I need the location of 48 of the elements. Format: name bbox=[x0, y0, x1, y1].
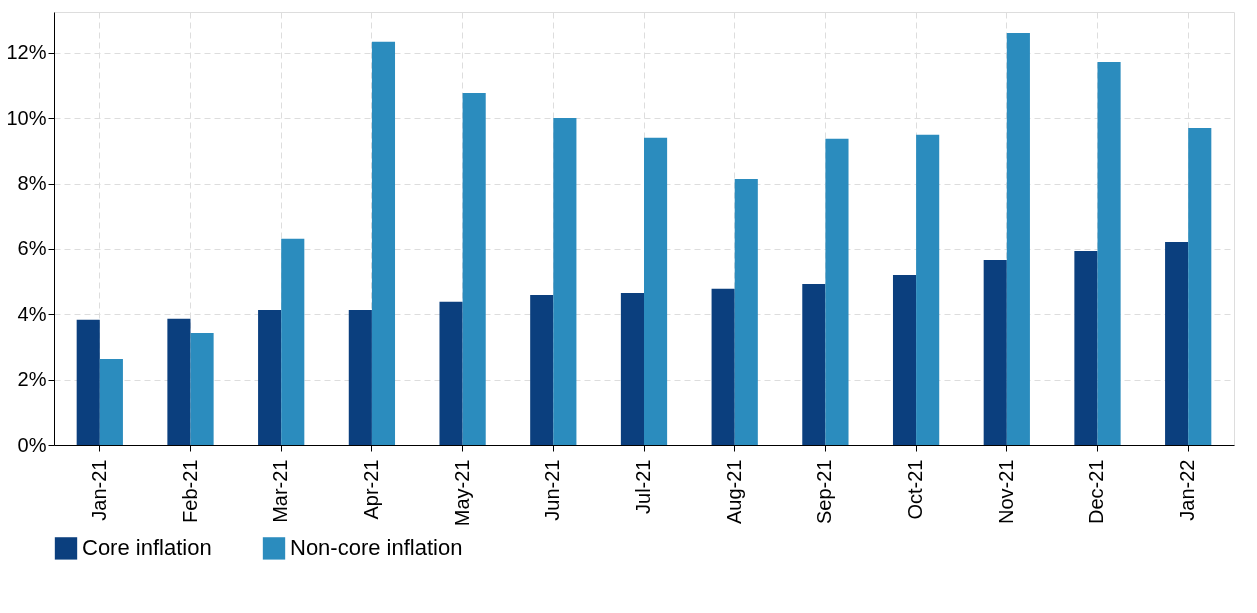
x-tick-label: Apr-21 bbox=[359, 459, 382, 520]
y-tick-label: 10% bbox=[6, 106, 47, 129]
x-tick-label: Feb-21 bbox=[178, 459, 201, 523]
bar bbox=[644, 137, 668, 445]
x-tick-label: Jul-21 bbox=[632, 459, 654, 514]
bar bbox=[620, 293, 644, 445]
bar bbox=[1006, 32, 1030, 445]
bar bbox=[348, 310, 372, 445]
bar bbox=[439, 301, 463, 445]
legend-label: Core inflation bbox=[82, 535, 212, 561]
bar bbox=[258, 310, 282, 445]
y-tick-label: 12% bbox=[6, 41, 47, 64]
y-tick-label: 4% bbox=[17, 302, 47, 325]
bar bbox=[553, 117, 577, 445]
x-tick-label: Jun-21 bbox=[541, 459, 564, 521]
bar bbox=[734, 178, 758, 445]
bar bbox=[76, 319, 100, 445]
y-tick-label: 2% bbox=[17, 368, 47, 391]
bar bbox=[892, 275, 917, 445]
bar bbox=[802, 283, 826, 445]
bar bbox=[711, 288, 735, 445]
bar bbox=[371, 41, 396, 445]
y-tick-label: 0% bbox=[17, 433, 47, 456]
bar bbox=[983, 260, 1007, 445]
bar bbox=[1074, 250, 1098, 445]
bar bbox=[1165, 242, 1189, 445]
y-tick-label: 6% bbox=[17, 237, 47, 260]
bar bbox=[462, 93, 486, 445]
bar bbox=[530, 295, 554, 445]
x-tick-label: Oct-21 bbox=[904, 459, 927, 520]
x-tick-label: Sep-21 bbox=[813, 459, 836, 524]
x-tick-label: Mar-21 bbox=[269, 459, 292, 523]
bar bbox=[167, 318, 191, 445]
bar bbox=[99, 359, 123, 445]
x-tick-label: Nov-21 bbox=[994, 459, 1017, 524]
bar bbox=[1097, 62, 1121, 445]
y-tick-label: 8% bbox=[17, 172, 47, 195]
bar bbox=[190, 332, 214, 445]
x-tick-label: Jan-21 bbox=[87, 459, 110, 521]
bar bbox=[1188, 128, 1212, 445]
x-tick-label: Jan-22 bbox=[1176, 459, 1199, 521]
bar bbox=[916, 134, 940, 445]
x-tick-label: Aug-21 bbox=[722, 459, 745, 524]
legend-label: Non-core inflation bbox=[290, 535, 463, 561]
bar bbox=[825, 138, 849, 445]
x-tick-label: May-21 bbox=[450, 459, 473, 527]
bar bbox=[281, 238, 305, 445]
x-tick-label: Dec-21 bbox=[1085, 459, 1108, 524]
